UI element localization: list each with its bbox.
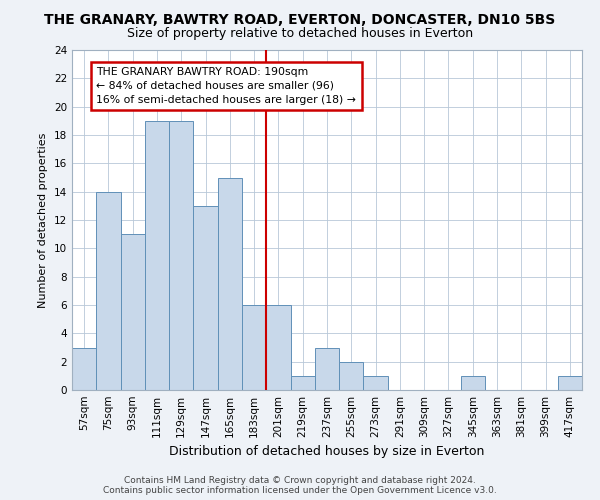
Bar — [315, 348, 339, 390]
Text: Size of property relative to detached houses in Everton: Size of property relative to detached ho… — [127, 28, 473, 40]
Text: THE GRANARY, BAWTRY ROAD, EVERTON, DONCASTER, DN10 5BS: THE GRANARY, BAWTRY ROAD, EVERTON, DONCA… — [44, 12, 556, 26]
Y-axis label: Number of detached properties: Number of detached properties — [38, 132, 49, 308]
Text: THE GRANARY BAWTRY ROAD: 190sqm
← 84% of detached houses are smaller (96)
16% of: THE GRANARY BAWTRY ROAD: 190sqm ← 84% of… — [96, 67, 356, 105]
Bar — [558, 376, 582, 390]
Bar — [72, 348, 96, 390]
Bar — [461, 376, 485, 390]
Bar — [218, 178, 242, 390]
Bar — [242, 305, 266, 390]
Bar — [169, 121, 193, 390]
Bar — [290, 376, 315, 390]
Text: Contains HM Land Registry data © Crown copyright and database right 2024.
Contai: Contains HM Land Registry data © Crown c… — [103, 476, 497, 495]
Bar — [339, 362, 364, 390]
Bar — [364, 376, 388, 390]
Bar — [96, 192, 121, 390]
Bar — [266, 305, 290, 390]
Bar — [145, 121, 169, 390]
X-axis label: Distribution of detached houses by size in Everton: Distribution of detached houses by size … — [169, 446, 485, 458]
Bar — [193, 206, 218, 390]
Bar — [121, 234, 145, 390]
